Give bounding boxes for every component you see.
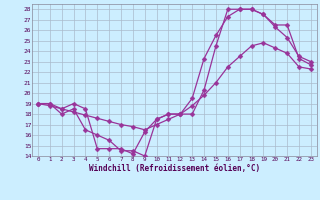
X-axis label: Windchill (Refroidissement éolien,°C): Windchill (Refroidissement éolien,°C): [89, 164, 260, 173]
